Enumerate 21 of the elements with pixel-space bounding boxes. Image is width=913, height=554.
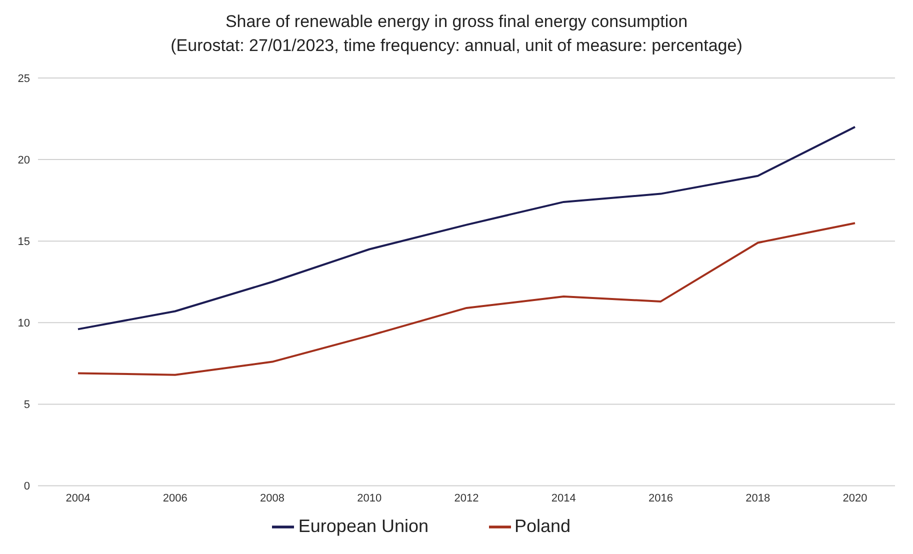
line-series [77, 222, 856, 376]
y-tick-label: 5 [24, 399, 30, 412]
y-tick-label: 25 [18, 72, 30, 85]
line-series [77, 126, 856, 330]
x-tick-label: 2010 [357, 492, 382, 505]
x-tick-label: 2006 [162, 492, 188, 505]
x-tick-label: 2008 [260, 492, 284, 505]
x-tick-label: 2018 [746, 492, 770, 505]
x-tick-label: 2004 [66, 492, 90, 505]
x-tick-label: 2020 [842, 492, 868, 505]
x-tick-label: 2016 [648, 492, 673, 505]
x-tick-label: 2014 [551, 492, 576, 505]
y-tick-label: 10 [18, 318, 30, 330]
y-tick-label: 15 [18, 236, 30, 248]
legend-label: European Union [298, 516, 429, 536]
legend-label: Poland [514, 516, 571, 536]
y-tick-label: 20 [18, 154, 30, 166]
chart-title: Share of renewable energy in gross final energy consumption [224, 11, 689, 33]
x-tick-label: 2012 [454, 492, 479, 505]
y-tick-label: 0 [24, 480, 30, 493]
chart-subtitle: (Eurostat: 27/01/2023, time frequency: annual, unit of measure: percentage) [170, 35, 744, 57]
